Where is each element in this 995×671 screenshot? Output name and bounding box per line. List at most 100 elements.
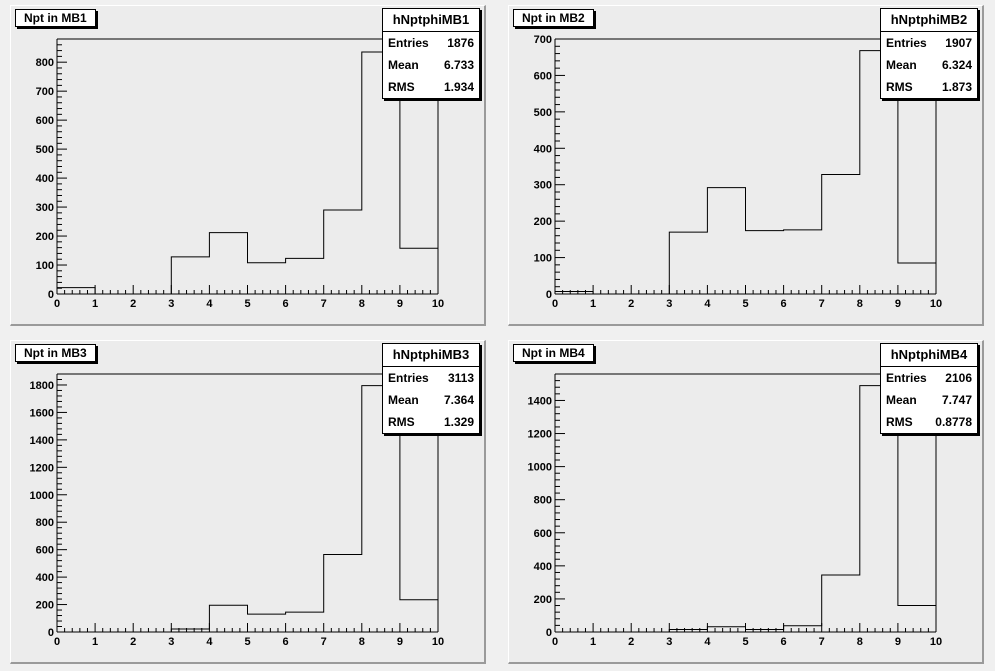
x-tick-label: 1 xyxy=(92,636,98,648)
stats-rms-value: 1.329 xyxy=(443,415,474,429)
x-tick-label: 10 xyxy=(432,298,444,310)
y-tick-label: 1000 xyxy=(30,490,54,502)
stats-rms-label: RMS xyxy=(388,80,415,94)
x-tick-label: 2 xyxy=(130,636,136,648)
y-tick-label: 1000 xyxy=(528,462,552,474)
x-tick-label: 8 xyxy=(359,298,365,310)
histogram-title: Npt in MB2 xyxy=(513,9,594,27)
stats-rms-label: RMS xyxy=(886,80,913,94)
x-tick-label: 9 xyxy=(895,636,901,648)
x-tick-label: 3 xyxy=(168,636,174,648)
histogram-bin xyxy=(707,188,745,294)
stats-entries-value: 1876 xyxy=(447,36,474,50)
y-tick-label: 500 xyxy=(534,107,552,119)
stats-mean-label: Mean xyxy=(388,393,419,407)
y-tick-label: 0 xyxy=(546,289,552,301)
stats-mean-row: Mean 6.324 xyxy=(881,54,977,76)
stats-histogram-name: hNptphiMB4 xyxy=(881,344,977,367)
stats-histogram-name: hNptphiMB2 xyxy=(881,9,977,32)
stats-entries-label: Entries xyxy=(388,371,429,385)
stats-mean-label: Mean xyxy=(388,58,419,72)
stats-entries-label: Entries xyxy=(388,36,429,50)
stats-entries-value: 3113 xyxy=(447,371,474,385)
x-tick-label: 5 xyxy=(742,636,748,648)
histogram-bin xyxy=(171,257,209,294)
stats-rms-row: RMS 1.873 xyxy=(881,76,977,98)
stats-histogram-name: hNptphiMB3 xyxy=(383,344,479,367)
stats-mean-row: Mean 6.733 xyxy=(383,54,479,76)
y-tick-label: 1200 xyxy=(528,429,552,441)
stats-entries-row: Entries 1876 xyxy=(383,32,479,54)
x-tick-label: 4 xyxy=(206,636,213,648)
y-tick-label: 500 xyxy=(36,144,54,156)
x-tick-label: 6 xyxy=(781,298,787,310)
x-tick-label: 0 xyxy=(54,636,60,648)
stats-rms-label: RMS xyxy=(388,415,415,429)
stats-box: hNptphiMB4 Entries 2106 Mean 7.747 RMS 0.87… xyxy=(880,343,978,434)
y-tick-label: 1400 xyxy=(528,395,552,407)
stats-rms-value: 0.8778 xyxy=(935,415,972,429)
y-tick-label: 600 xyxy=(534,528,552,540)
x-tick-label: 1 xyxy=(590,636,596,648)
x-tick-label: 0 xyxy=(54,298,60,310)
x-tick-label: 7 xyxy=(321,298,327,310)
x-tick-label: 1 xyxy=(590,298,596,310)
x-tick-label: 4 xyxy=(704,298,711,310)
stats-entries-label: Entries xyxy=(886,36,927,50)
histogram-title: Npt in MB4 xyxy=(513,344,594,362)
y-tick-label: 700 xyxy=(534,34,552,46)
stats-mean-label: Mean xyxy=(886,393,917,407)
y-tick-label: 1400 xyxy=(30,435,54,447)
histogram-bin xyxy=(209,605,247,632)
y-tick-label: 400 xyxy=(36,572,54,584)
histogram-bin xyxy=(822,575,860,632)
x-tick-label: 7 xyxy=(819,298,825,310)
x-tick-label: 0 xyxy=(552,298,558,310)
histogram-bin xyxy=(746,231,784,294)
y-tick-label: 0 xyxy=(48,627,54,639)
y-tick-label: 800 xyxy=(36,517,54,529)
histogram-bin xyxy=(707,627,745,632)
stats-histogram-name: hNptphiMB1 xyxy=(383,9,479,32)
x-tick-label: 1 xyxy=(92,298,98,310)
histogram-pad-mb2[interactable]: 0 1 2 3 4 5 6 7 8 9 10 0 100 200 300 400 500 600 700 Npt i… xyxy=(508,5,984,326)
stats-mean-value: 6.733 xyxy=(443,58,474,72)
stats-rms-row: RMS 0.8778 xyxy=(881,411,977,433)
stats-box: hNptphiMB3 Entries 3113 Mean 7.364 RMS 1.32… xyxy=(382,343,480,434)
y-tick-label: 800 xyxy=(534,495,552,507)
x-tick-label: 0 xyxy=(552,636,558,648)
x-tick-label: 6 xyxy=(283,636,289,648)
stats-mean-row: Mean 7.747 xyxy=(881,389,977,411)
histogram-bin xyxy=(248,263,286,294)
histogram-pad-mb4[interactable]: 0 1 2 3 4 5 6 7 8 9 10 0 200 400 600 800 1000 1200 1400 Np… xyxy=(508,340,984,664)
histogram-title: Npt in MB1 xyxy=(15,9,96,27)
x-tick-label: 3 xyxy=(666,636,672,648)
x-tick-label: 9 xyxy=(895,298,901,310)
y-tick-label: 300 xyxy=(36,202,54,214)
y-tick-label: 1600 xyxy=(30,407,54,419)
histogram-bin xyxy=(286,612,324,632)
histogram-pad-mb1[interactable]: 0 1 2 3 4 5 6 7 8 9 10 0 100 200 300 400 500 600 700 800 Np… xyxy=(10,5,486,326)
y-tick-label: 200 xyxy=(36,600,54,612)
stats-mean-value: 7.747 xyxy=(941,393,972,407)
histogram-bin xyxy=(784,626,822,632)
y-tick-label: 400 xyxy=(534,561,552,573)
histogram-bin xyxy=(898,263,936,294)
stats-entries-value: 2106 xyxy=(945,371,972,385)
y-tick-label: 100 xyxy=(36,260,54,272)
x-tick-label: 4 xyxy=(206,298,213,310)
y-tick-label: 600 xyxy=(36,545,54,557)
x-tick-label: 2 xyxy=(130,298,136,310)
stats-rms-label: RMS xyxy=(886,415,913,429)
y-tick-label: 400 xyxy=(36,173,54,185)
histogram-pad-mb3[interactable]: 0 1 2 3 4 5 6 7 8 9 10 0 200 400 600 800 1000 1200 1400 160… xyxy=(10,340,486,664)
stats-entries-value: 1907 xyxy=(945,36,972,50)
x-tick-label: 9 xyxy=(397,636,403,648)
y-tick-label: 400 xyxy=(534,143,552,155)
stats-mean-label: Mean xyxy=(886,58,917,72)
x-tick-label: 2 xyxy=(628,298,634,310)
x-tick-label: 6 xyxy=(781,636,787,648)
histogram-bin xyxy=(248,614,286,632)
y-tick-label: 1800 xyxy=(30,380,54,392)
